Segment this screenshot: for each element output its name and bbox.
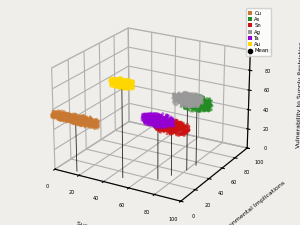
Y-axis label: Environmental Implications: Environmental Implications bbox=[216, 180, 286, 225]
X-axis label: Supply Risk: Supply Risk bbox=[76, 221, 113, 225]
Legend: Cu, As, Sn, Ag, Ta, Au, Mean: Cu, As, Sn, Ag, Ta, Au, Mean bbox=[246, 9, 271, 56]
